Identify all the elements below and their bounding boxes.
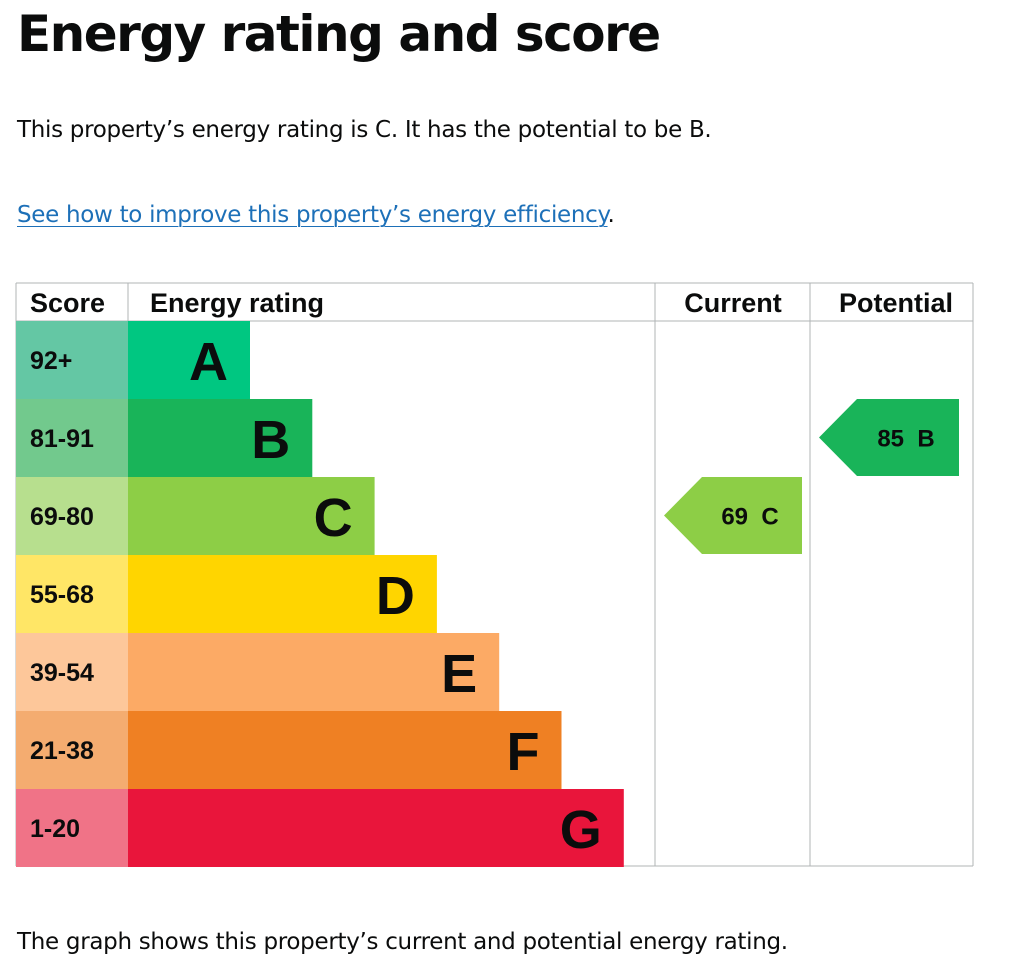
current-rating-arrow	[664, 477, 802, 554]
score-cell-g	[16, 789, 128, 867]
energy-rating-chart: 92+ A81-91 B69-80 C55-68 D39-54 E21-38 F1-20 G …	[15, 282, 974, 867]
rating-summary: This property’s energy rating is C. It h…	[17, 117, 712, 143]
rating-column-header: Energy rating	[150, 288, 324, 318]
band-letter-a: A	[189, 332, 228, 392]
score-column-header: Score	[30, 288, 105, 318]
band-letter-f: F	[507, 722, 540, 782]
band-letter-c: C	[314, 488, 353, 548]
current-column-header: Current	[684, 288, 782, 318]
page-title: Energy rating and score	[17, 5, 661, 63]
score-range-d: 55-68	[30, 581, 94, 609]
score-cell-b	[16, 399, 128, 477]
score-cell-a	[16, 321, 128, 399]
rating-bar-e	[128, 633, 500, 711]
rating-bar-f	[128, 711, 562, 789]
rating-bands: 92+ A 81-91 B 69-80 C 55-68 D 39-54 E 21-38 F 1-20 G	[16, 321, 624, 867]
score-cell-e	[16, 633, 128, 711]
potential-rating-arrow	[819, 399, 959, 476]
improve-efficiency-link[interactable]: See how to improve this property’s energ…	[17, 202, 608, 228]
rating-bar-a	[128, 321, 250, 399]
score-cell-f	[16, 711, 128, 789]
band-letter-g: G	[560, 800, 602, 860]
rating-bar-b	[128, 399, 313, 477]
rating-bar-g	[128, 789, 624, 867]
potential-rating-arrow-label: 85 B	[877, 426, 934, 453]
rating-bar-d	[128, 555, 437, 633]
link-suffix: .	[607, 202, 615, 228]
current-rating-arrow-label: 69 C	[721, 504, 778, 531]
score-range-b: 81-91	[30, 425, 94, 453]
rating-arrows: 69 C 85 B	[664, 399, 959, 554]
score-cell-c	[16, 477, 128, 555]
score-range-a: 92+	[30, 347, 72, 375]
band-letter-b: B	[251, 410, 290, 470]
improve-paragraph: See how to improve this property’s energ…	[17, 200, 615, 230]
score-range-f: 21-38	[30, 737, 94, 765]
rating-bar-c	[128, 477, 375, 555]
score-range-e: 39-54	[30, 659, 94, 687]
potential-column-header: Potential	[839, 288, 953, 318]
score-cell-d	[16, 555, 128, 633]
score-range-c: 69-80	[30, 503, 94, 531]
band-letter-d: D	[376, 566, 415, 626]
chart-caption: The graph shows this property’s current …	[17, 929, 788, 955]
band-letter-e: E	[441, 644, 477, 704]
score-range-g: 1-20	[30, 815, 80, 843]
